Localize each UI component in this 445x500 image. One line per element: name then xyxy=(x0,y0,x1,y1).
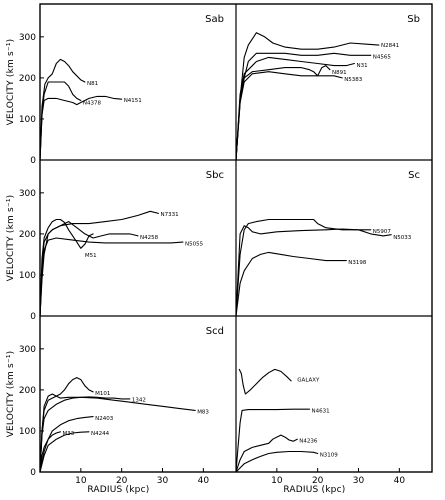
figure-frame xyxy=(39,3,433,473)
y-tick-label: 0 xyxy=(30,468,36,478)
curve-label-n5907: N5907 xyxy=(373,229,392,235)
curve-label-galaxy: GALAXY xyxy=(297,378,320,384)
y-tick-label: 100 xyxy=(19,115,36,125)
curve-label-n4378: N4378 xyxy=(83,101,102,107)
curve-n4244 xyxy=(39,431,90,473)
curve-n5907 xyxy=(235,218,372,317)
curve-label-1342: 1342 xyxy=(132,398,146,404)
y-tick-label: 200 xyxy=(19,230,36,240)
curve-n5383 xyxy=(235,71,343,161)
x-axis-title: RADIUS (kpc) xyxy=(87,485,149,495)
y-axis-title: VELOCITY (km s⁻¹) xyxy=(6,39,16,126)
curve-n891 xyxy=(235,65,331,161)
curve-galaxy xyxy=(238,368,292,395)
curve-label-n891: N891 xyxy=(332,70,347,76)
panel-label-sbc: Sbc xyxy=(206,170,224,181)
y-tick-label: 300 xyxy=(19,189,36,199)
curve-label-n31: N31 xyxy=(357,63,368,69)
curve-label-m83: M83 xyxy=(197,410,209,416)
panel-label-sb: Sb xyxy=(407,14,420,25)
curve-label-m101: M101 xyxy=(95,391,110,397)
curve-n81 xyxy=(39,58,86,161)
curve-n2403 xyxy=(39,416,94,473)
y-tick-label: 100 xyxy=(19,427,36,437)
curve-label-n5383: N5383 xyxy=(344,77,363,83)
curve-n4236 xyxy=(235,434,298,473)
y-tick-label: 200 xyxy=(19,74,36,84)
curve-label-n81: N81 xyxy=(87,81,98,87)
x-tick-label: 40 xyxy=(394,476,406,486)
curve-n4258 xyxy=(39,221,139,317)
curve-label-n4565: N4565 xyxy=(373,55,392,61)
x-tick-label: 10 xyxy=(271,476,283,486)
curve-m101 xyxy=(39,377,94,473)
panel-label-sc: Sc xyxy=(408,170,420,181)
x-tick-label: 30 xyxy=(353,476,365,486)
curve-n4151 xyxy=(39,95,123,161)
y-tick-label: 200 xyxy=(19,386,36,396)
curve-label-n2841: N2841 xyxy=(381,43,399,49)
x-tick-label: 20 xyxy=(312,476,324,486)
curve-label-n4151: N4151 xyxy=(124,98,142,104)
y-tick-label: 300 xyxy=(19,345,36,355)
x-tick-label: 10 xyxy=(75,476,87,486)
x-tick-label: 40 xyxy=(198,476,210,486)
curve-n4565 xyxy=(235,52,372,161)
curve-n3109 xyxy=(235,450,319,473)
curve-label-n4236: N4236 xyxy=(299,438,318,444)
y-tick-label: 300 xyxy=(19,33,36,43)
curve-n5055 xyxy=(39,237,184,317)
curve-n5033 xyxy=(235,225,392,317)
panel-label-sab: Sab xyxy=(205,14,224,25)
curve-n2841 xyxy=(235,32,380,161)
curve-label-n4258: N4258 xyxy=(140,235,159,241)
curve-n4378 xyxy=(39,81,82,161)
curve-layer xyxy=(39,32,392,473)
y-axis-title: VELOCITY (km s⁻¹) xyxy=(6,351,16,438)
y-tick-label: 0 xyxy=(30,156,36,166)
curve-m33 xyxy=(39,431,61,473)
curve-label-n5033: N5033 xyxy=(393,235,412,241)
curve-label-n4631: N4631 xyxy=(312,408,330,414)
curve-label-n7331: N7331 xyxy=(161,212,179,218)
curve-n4631 xyxy=(235,408,311,473)
curve-label-n3109: N3109 xyxy=(320,452,339,458)
curve-n31 xyxy=(235,56,355,161)
curve-label-m33: M33 xyxy=(63,431,75,437)
curve-label-n4244: N4244 xyxy=(91,431,110,437)
panel-label-scd: Scd xyxy=(206,326,224,337)
curve-m51 xyxy=(39,218,94,317)
curve-n3198 xyxy=(235,251,347,317)
curve-label-n5055: N5055 xyxy=(185,242,204,248)
curve-label-m51: M51 xyxy=(85,253,97,259)
curve-m83 xyxy=(39,393,196,473)
y-tick-label: 100 xyxy=(19,271,36,281)
x-axis-title: RADIUS (kpc) xyxy=(283,485,345,495)
y-tick-label: 0 xyxy=(30,312,36,322)
curve-label-n2403: N2403 xyxy=(95,416,114,422)
curve-label-n3198: N3198 xyxy=(348,260,367,266)
y-axis-title: VELOCITY (km s⁻¹) xyxy=(6,195,16,282)
x-tick-label: 20 xyxy=(116,476,128,486)
tick-layer xyxy=(40,36,400,473)
x-tick-label: 30 xyxy=(157,476,169,486)
